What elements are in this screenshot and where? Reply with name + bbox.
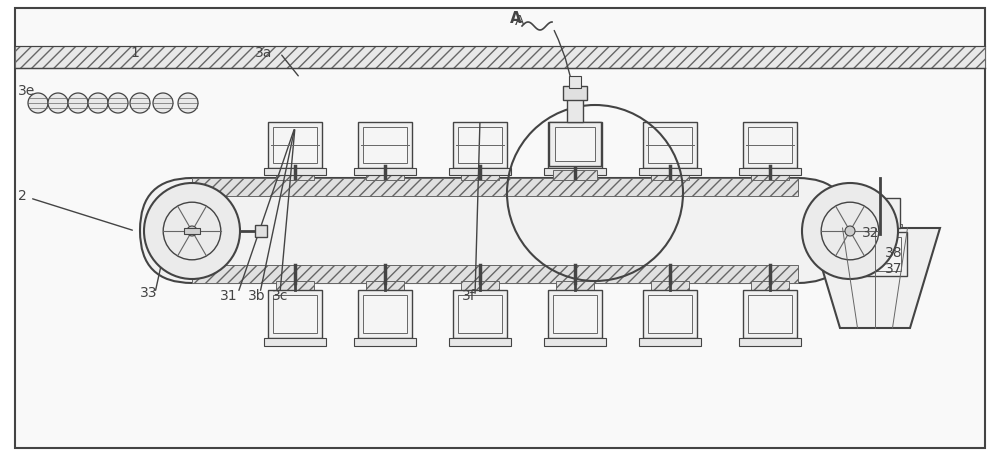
Bar bbox=[276, 171, 314, 180]
Circle shape bbox=[187, 226, 197, 236]
Bar bbox=[192, 178, 798, 196]
Bar bbox=[556, 281, 594, 290]
Text: 3a: 3a bbox=[255, 46, 272, 60]
Text: 2: 2 bbox=[18, 189, 27, 203]
Bar bbox=[648, 295, 692, 333]
Bar bbox=[192, 265, 798, 283]
Circle shape bbox=[108, 93, 128, 113]
Bar bbox=[553, 295, 597, 333]
Bar bbox=[255, 225, 267, 237]
Bar bbox=[748, 295, 792, 333]
Bar bbox=[739, 168, 801, 175]
FancyBboxPatch shape bbox=[140, 178, 850, 283]
Bar bbox=[548, 290, 602, 338]
Bar bbox=[751, 281, 789, 290]
Bar bbox=[651, 171, 689, 180]
Bar bbox=[453, 290, 507, 338]
Bar bbox=[739, 338, 801, 346]
Polygon shape bbox=[810, 228, 940, 328]
Bar bbox=[860, 198, 900, 228]
Bar bbox=[366, 281, 404, 290]
Bar bbox=[354, 338, 416, 346]
Text: A: A bbox=[515, 14, 524, 28]
Bar bbox=[553, 170, 597, 180]
Bar bbox=[15, 46, 985, 68]
Bar bbox=[449, 168, 511, 175]
Bar bbox=[639, 338, 701, 346]
Text: A: A bbox=[510, 11, 522, 26]
Bar bbox=[461, 171, 499, 180]
Bar bbox=[264, 168, 326, 175]
Bar bbox=[453, 122, 507, 168]
Bar bbox=[563, 86, 587, 100]
Bar bbox=[643, 122, 697, 168]
Text: 3f: 3f bbox=[462, 289, 476, 303]
Bar bbox=[358, 122, 412, 168]
Bar bbox=[184, 228, 200, 234]
Circle shape bbox=[845, 226, 855, 236]
Bar bbox=[743, 122, 797, 168]
Bar bbox=[751, 171, 789, 180]
Bar bbox=[458, 295, 502, 333]
Text: 31: 31 bbox=[220, 289, 238, 303]
Bar bbox=[553, 127, 597, 163]
Text: 37: 37 bbox=[885, 262, 902, 276]
Bar bbox=[859, 237, 901, 271]
Bar bbox=[544, 168, 606, 175]
Bar bbox=[860, 220, 900, 228]
Text: 3e: 3e bbox=[18, 84, 35, 98]
Bar bbox=[648, 127, 692, 163]
Bar bbox=[461, 281, 499, 290]
Text: 38: 38 bbox=[885, 246, 903, 260]
Bar bbox=[458, 127, 502, 163]
Bar bbox=[858, 224, 902, 234]
Bar bbox=[548, 122, 602, 168]
Circle shape bbox=[144, 183, 240, 279]
Circle shape bbox=[178, 93, 198, 113]
Bar bbox=[853, 232, 907, 276]
Circle shape bbox=[802, 183, 898, 279]
Bar bbox=[555, 127, 595, 161]
Bar bbox=[366, 171, 404, 180]
Circle shape bbox=[153, 93, 173, 113]
Bar bbox=[549, 122, 601, 166]
Bar bbox=[354, 168, 416, 175]
Text: 32: 32 bbox=[862, 226, 880, 240]
Bar bbox=[358, 290, 412, 338]
Bar bbox=[449, 338, 511, 346]
Bar bbox=[748, 127, 792, 163]
Bar bbox=[743, 290, 797, 338]
Bar bbox=[569, 76, 581, 88]
Bar bbox=[363, 295, 407, 333]
Text: 1: 1 bbox=[130, 46, 139, 60]
Bar bbox=[556, 171, 594, 180]
Bar bbox=[567, 98, 583, 122]
Text: 33: 33 bbox=[140, 286, 158, 300]
Bar bbox=[643, 290, 697, 338]
Circle shape bbox=[88, 93, 108, 113]
Circle shape bbox=[48, 93, 68, 113]
Text: 3c: 3c bbox=[272, 289, 288, 303]
Bar bbox=[273, 295, 317, 333]
Circle shape bbox=[28, 93, 48, 113]
Bar bbox=[264, 338, 326, 346]
Bar bbox=[268, 122, 322, 168]
Circle shape bbox=[130, 93, 150, 113]
Bar bbox=[273, 127, 317, 163]
Bar bbox=[544, 338, 606, 346]
Bar bbox=[651, 281, 689, 290]
Circle shape bbox=[68, 93, 88, 113]
Bar bbox=[268, 290, 322, 338]
Bar bbox=[639, 168, 701, 175]
Text: 3b: 3b bbox=[248, 289, 266, 303]
Bar bbox=[363, 127, 407, 163]
Bar bbox=[276, 281, 314, 290]
